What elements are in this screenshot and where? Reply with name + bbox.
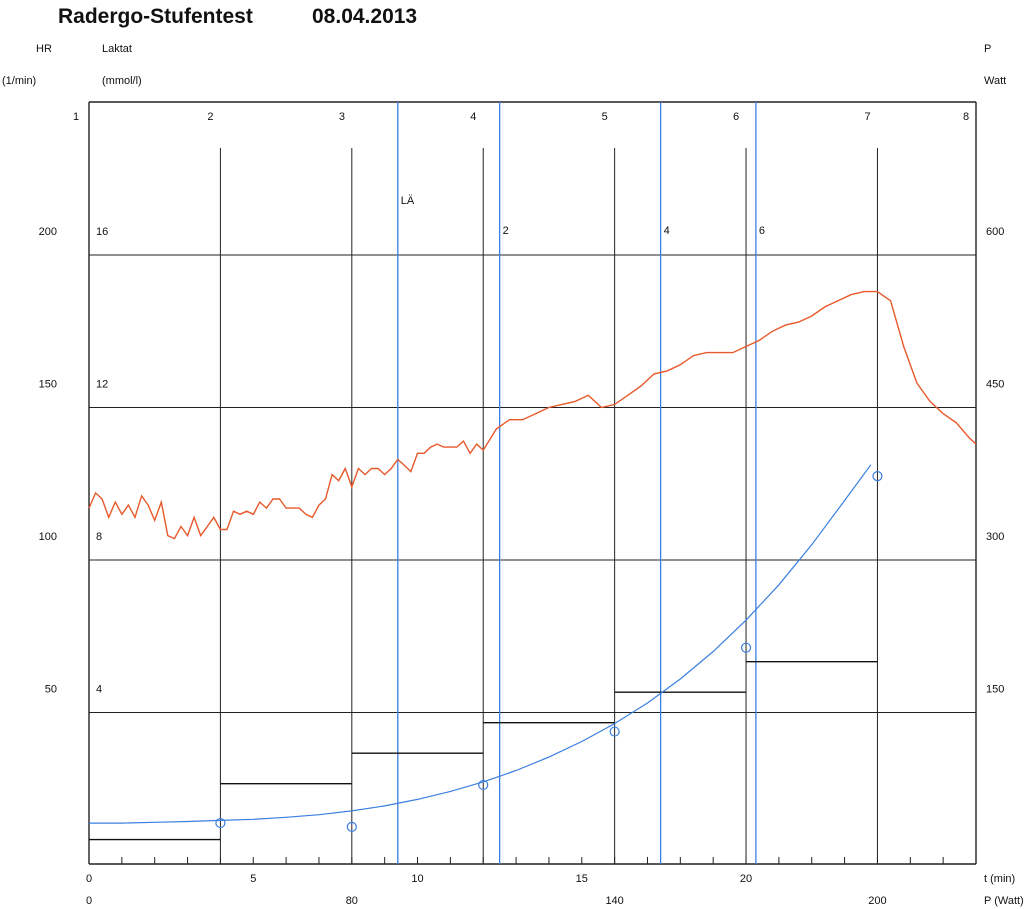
stage-label: 7 — [864, 111, 870, 123]
lactate-tick-label: 16 — [96, 226, 108, 238]
lactate-point — [215, 817, 226, 829]
lactate-tick-label: 12 — [96, 379, 108, 391]
x-time-tick-label: 10 — [411, 873, 423, 885]
x-axis-time-unit: t (min) — [984, 873, 1015, 885]
stage-label: 3 — [339, 111, 345, 123]
lactate-point — [740, 642, 752, 653]
hr-tick-label: 100 — [39, 531, 57, 543]
lactate-axis-label: Laktat — [102, 43, 132, 55]
x-power-tick-label: 200 — [868, 895, 886, 907]
lactate-axis-unit: (mmol/l) — [102, 75, 142, 87]
x-time-tick-label: 0 — [86, 873, 92, 885]
lactate-marker-label: 4 — [664, 225, 670, 237]
x-time-tick-label: 5 — [250, 873, 256, 885]
lactate-point — [478, 779, 489, 791]
hr-tick-label: 200 — [39, 226, 57, 238]
stage-label: 5 — [602, 111, 608, 123]
lactate-marker-label: LÄ — [401, 195, 415, 207]
power-tick-label: 150 — [986, 684, 1004, 696]
x-time-tick-label: 20 — [740, 873, 752, 885]
stage-label: 8 — [963, 111, 969, 123]
x-power-tick-label: 140 — [605, 895, 623, 907]
lactate-tick-label: 4 — [96, 684, 102, 696]
power-axis-label: P — [984, 43, 991, 55]
hr-axis-unit: (1/min) — [2, 75, 36, 87]
power-tick-label: 300 — [986, 531, 1004, 543]
lactate-point — [609, 726, 620, 737]
lactate-marker-label: 2 — [503, 225, 509, 237]
chart-title: Radergo-Stufentest — [58, 5, 253, 28]
stage-label: 1 — [73, 111, 79, 123]
stage-label: 2 — [207, 111, 213, 123]
lactate-point — [872, 471, 883, 482]
stage-label: 4 — [470, 111, 476, 123]
power-tick-label: 450 — [986, 379, 1004, 391]
x-time-tick-label: 15 — [576, 873, 588, 885]
x-power-tick-label: 80 — [346, 895, 358, 907]
lactate-point — [346, 821, 357, 832]
x-power-tick-label: 0 — [86, 895, 92, 907]
lactate-tick-label: 8 — [96, 531, 102, 543]
lactate-fit-curve — [89, 464, 872, 824]
power-tick-label: 600 — [986, 226, 1004, 238]
power-axis-unit: Watt — [984, 75, 1006, 87]
heart-rate-line — [88, 290, 977, 540]
hr-axis-label: HR — [36, 43, 52, 55]
stage-label: 6 — [733, 111, 739, 123]
lactate-marker-label: 6 — [759, 225, 765, 237]
x-axis-power-unit: P (Watt) — [984, 895, 1024, 907]
hr-tick-label: 150 — [39, 379, 57, 391]
chart-date: 08.04.2013 — [312, 5, 417, 28]
hr-tick-label: 50 — [45, 684, 57, 696]
